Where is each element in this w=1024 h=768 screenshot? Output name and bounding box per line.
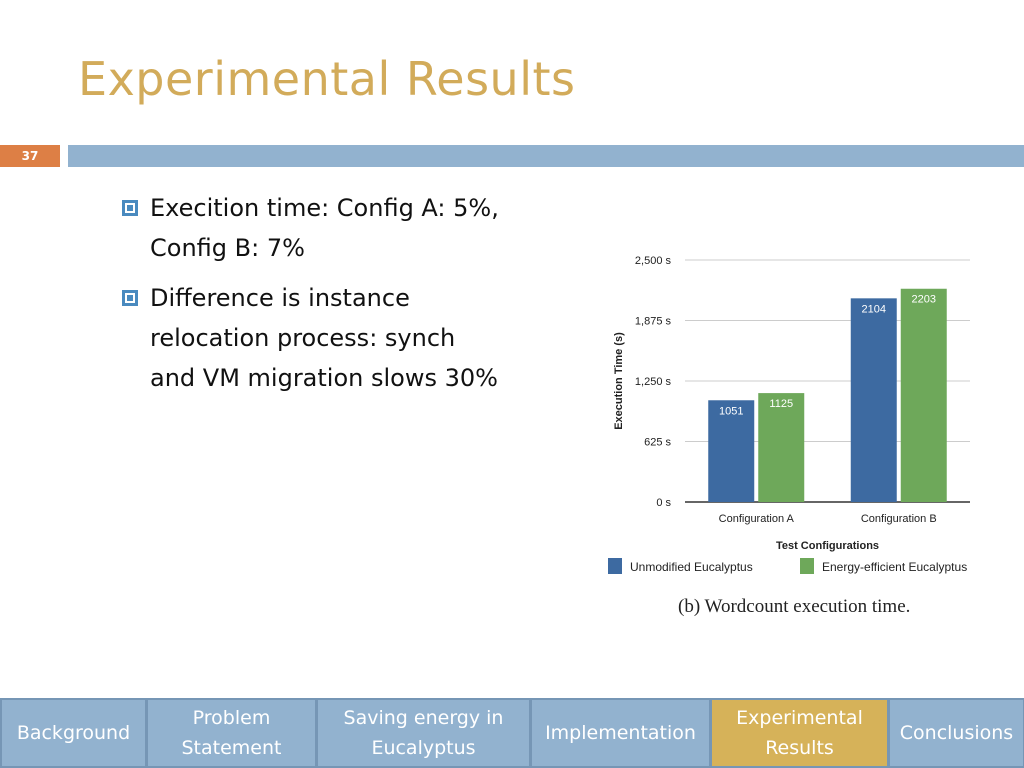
- y-tick-label: 625 s: [644, 437, 671, 449]
- legend-label: Energy-efficient Eucalyptus: [822, 560, 967, 574]
- y-axis-label: Execution Time (s): [613, 332, 625, 430]
- square-bullet-icon: [122, 290, 138, 306]
- legend-swatch: [800, 558, 814, 574]
- x-tick-label: Configuration B: [861, 513, 937, 525]
- bullet-text: Execition time: Config A: 5%, Config B: …: [150, 194, 499, 262]
- bar: [850, 298, 897, 502]
- y-tick-label: 1,875 s: [635, 316, 672, 328]
- x-axis-label: Test Configurations: [776, 540, 879, 552]
- nav-saving-energy[interactable]: Saving energy in Eucalyptus: [316, 698, 530, 768]
- slide-title: Experimental Results: [78, 52, 576, 106]
- square-bullet-icon: [122, 200, 138, 216]
- nav-problem-statement[interactable]: Problem Statement: [146, 698, 316, 768]
- bar: [900, 288, 947, 502]
- y-tick-label: 2,500 s: [635, 255, 672, 267]
- title-rule: [68, 145, 1024, 167]
- bar-data-label: 2104: [862, 303, 886, 315]
- bullet-list: Execition time: Config A: 5%, Config B: …: [120, 188, 500, 408]
- bottom-nav: Background Problem Statement Saving ener…: [0, 698, 1024, 768]
- bar-data-label: 1051: [719, 405, 743, 417]
- nav-background[interactable]: Background: [0, 698, 146, 768]
- chart-svg: 0 s 625 s 1,250 s 1,875 s 2,500 s Execution T…: [608, 255, 970, 574]
- nav-experimental-results[interactable]: Experimental Results: [710, 698, 888, 768]
- bullet-item: Execition time: Config A: 5%, Config B: …: [120, 188, 500, 268]
- nav-conclusions[interactable]: Conclusions: [888, 698, 1024, 768]
- bullet-text: Difference is instance relocation proces…: [150, 284, 498, 392]
- bar: [708, 400, 755, 502]
- chart-caption: (b) Wordcount execution time.: [678, 596, 911, 617]
- legend-swatch: [608, 558, 622, 574]
- bar: [758, 393, 805, 502]
- y-tick-label: 0 s: [656, 497, 671, 509]
- nav-implementation[interactable]: Implementation: [530, 698, 710, 768]
- bar-data-label: 1125: [769, 398, 793, 410]
- y-tick-label: 1,250 s: [635, 376, 672, 388]
- bar-data-label: 2203: [912, 294, 936, 306]
- bullet-item: Difference is instance relocation proces…: [120, 278, 500, 398]
- x-tick-label: Configuration A: [719, 513, 795, 525]
- slide-number: 37: [0, 145, 60, 167]
- legend-label: Unmodified Eucalyptus: [630, 560, 753, 574]
- bar-chart: 0 s 625 s 1,250 s 1,875 s 2,500 s Execution T…: [600, 240, 1000, 630]
